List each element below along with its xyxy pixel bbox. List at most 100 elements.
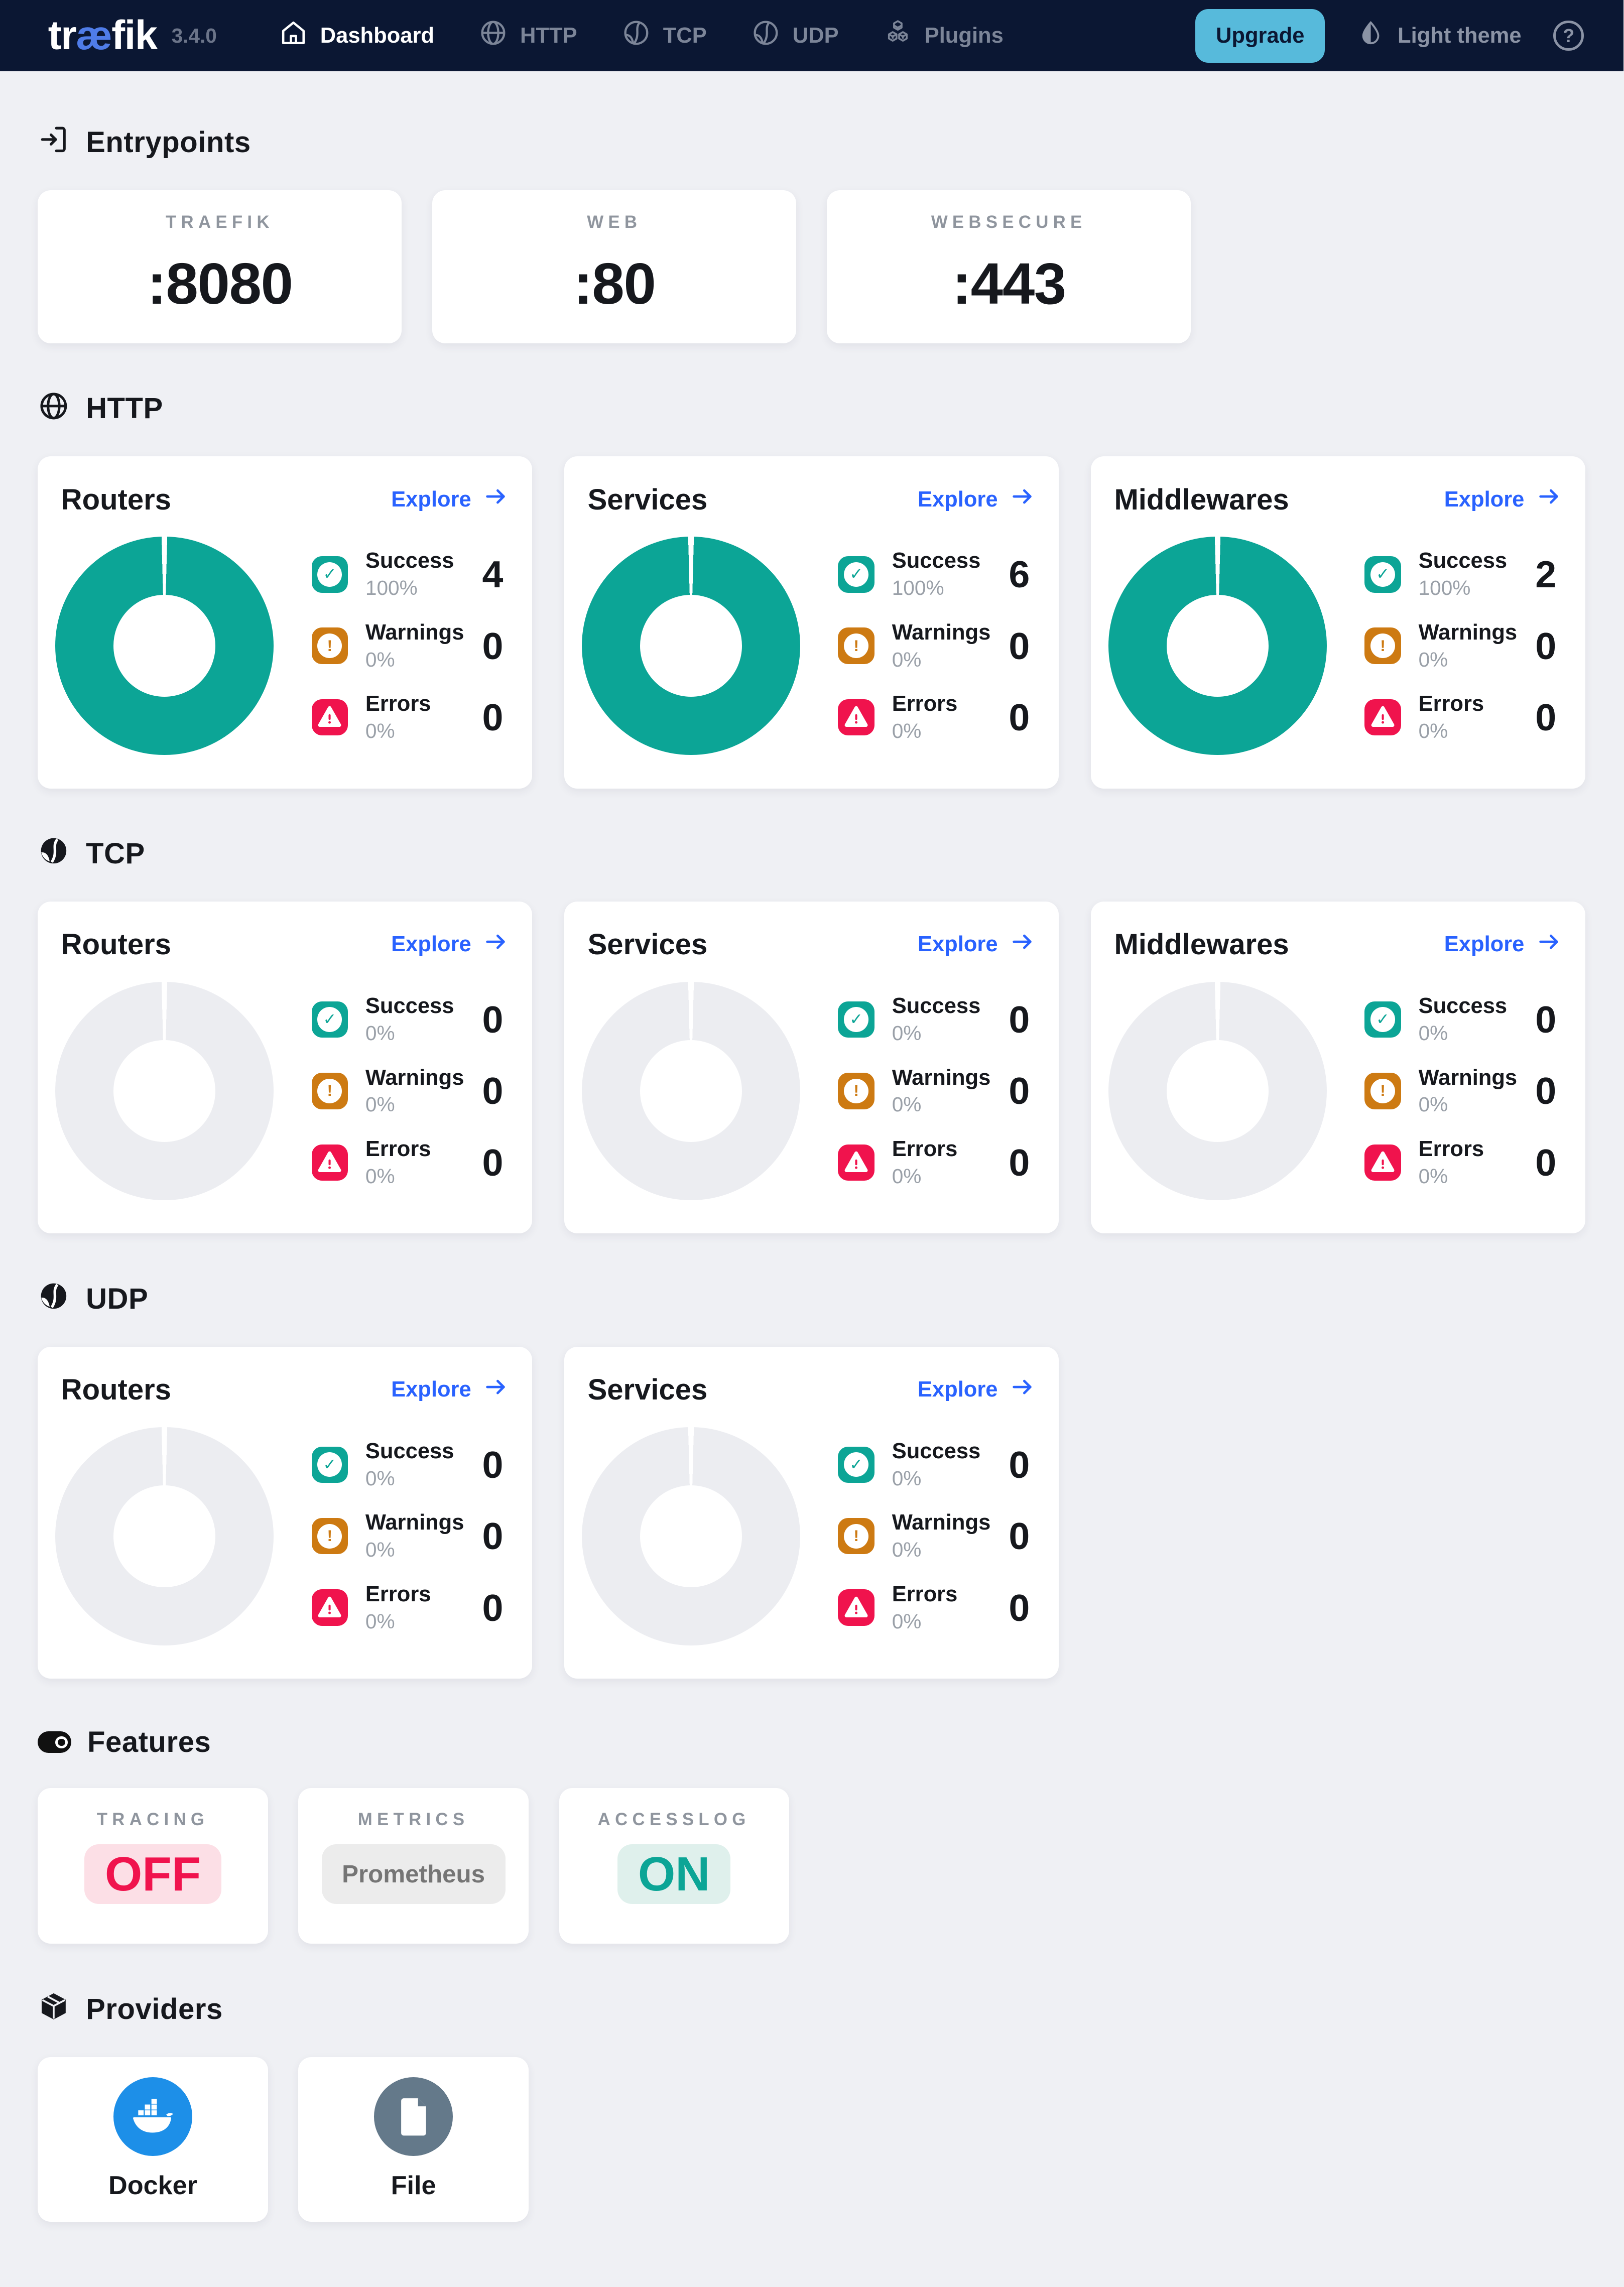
- warning-icon: [838, 1073, 875, 1109]
- legend-value: 0: [1009, 696, 1030, 739]
- explore-link[interactable]: Explore: [1444, 929, 1562, 960]
- entrypoint-name: WEB: [587, 212, 642, 232]
- nav-item-dashboard[interactable]: Dashboard: [278, 18, 434, 54]
- nav-item-http[interactable]: HTTP: [478, 18, 577, 54]
- nav-item-plugins[interactable]: Plugins: [883, 18, 1004, 54]
- explore-link[interactable]: Explore: [918, 929, 1036, 960]
- theme-toggle[interactable]: Light theme: [1357, 19, 1522, 52]
- legend-value: 0: [482, 1515, 504, 1558]
- legend-row-errors: Errors 0% 0: [838, 1582, 1035, 1633]
- udp-row: Routers Explore Success 0% 0 Warnings 0% 0: [38, 1346, 1585, 1679]
- entrypoint-name: TRAEFIK: [166, 212, 274, 232]
- warning-icon: [1364, 627, 1401, 664]
- upgrade-button[interactable]: Upgrade: [1195, 9, 1325, 63]
- legend-value: 0: [1535, 1070, 1557, 1112]
- providers-row: Docker File: [38, 2057, 1585, 2222]
- legend-row-warnings: Warnings 0% 0: [311, 1065, 509, 1117]
- socket-icon: [751, 18, 781, 54]
- entrypoints-section-header: Entrypoints: [38, 123, 1585, 161]
- socket-icon: [38, 835, 70, 872]
- legend-value: 0: [1009, 1443, 1030, 1486]
- success-check-icon: [311, 556, 348, 593]
- legend-row-errors: Errors 0% 0: [1364, 692, 1562, 743]
- features-section-header: Features: [38, 1725, 1585, 1759]
- help-icon[interactable]: ?: [1553, 20, 1584, 51]
- card-title: Services: [587, 1373, 708, 1407]
- section-title: Entrypoints: [86, 126, 251, 159]
- legend-value: 0: [482, 624, 504, 667]
- legend-label: Success: [365, 1439, 454, 1463]
- nav-item-label: TCP: [663, 23, 707, 48]
- legend-pct: 0%: [365, 719, 395, 742]
- explore-link[interactable]: Explore: [391, 1374, 509, 1406]
- card-title: Routers: [61, 928, 171, 961]
- entrypoint-port: :8080: [147, 250, 293, 316]
- udp-routers-card: Routers Explore Success 0% 0 Warnings 0% 0: [38, 1346, 533, 1679]
- arrow-right-icon: [483, 483, 509, 515]
- error-triangle-icon: [311, 1589, 348, 1626]
- explore-label: Explore: [391, 932, 471, 957]
- success-check-icon: [1364, 1001, 1401, 1038]
- legend-pct: 0%: [365, 1609, 395, 1633]
- nav-item-tcp[interactable]: TCP: [621, 18, 707, 54]
- legend-row-errors: Errors 0% 0: [311, 1582, 509, 1633]
- legend-row-errors: Errors 0% 0: [838, 692, 1035, 743]
- card-title: Services: [587, 928, 708, 961]
- explore-label: Explore: [391, 487, 471, 512]
- explore-label: Explore: [1444, 932, 1525, 957]
- provider-name: Docker: [108, 2171, 197, 2200]
- legend-value: 0: [482, 998, 504, 1041]
- http-services-card: Services Explore Success 100% 6 Warnings 0…: [564, 456, 1059, 789]
- feature-status-badge: Prometheus: [321, 1844, 506, 1904]
- http-row: Routers Explore Success 100% 4 Warnings 0%…: [38, 456, 1586, 789]
- feature-status-badge: OFF: [84, 1844, 221, 1904]
- card-title: Routers: [61, 483, 171, 516]
- explore-link[interactable]: Explore: [918, 1374, 1036, 1406]
- explore-link[interactable]: Explore: [391, 929, 509, 960]
- arrow-right-icon: [1010, 483, 1036, 515]
- legend-value: 0: [1535, 1141, 1557, 1184]
- explore-link[interactable]: Explore: [918, 483, 1036, 515]
- explore-link[interactable]: Explore: [1444, 483, 1562, 515]
- section-title: Features: [87, 1725, 211, 1758]
- help-glyph: ?: [1563, 25, 1575, 46]
- socket-icon: [621, 18, 652, 54]
- tcp-section-header: TCP: [38, 835, 1585, 872]
- udp-section-header: UDP: [38, 1280, 1585, 1318]
- legend-row-warnings: Warnings 0% 0: [1364, 1066, 1562, 1117]
- legend-pct: 100%: [365, 576, 418, 600]
- legend-label: Errors: [365, 692, 431, 716]
- legend-label: Warnings: [365, 1065, 464, 1090]
- file-icon: [374, 2077, 453, 2156]
- http-routers-card: Routers Explore Success 100% 4 Warnings 0%…: [38, 456, 533, 789]
- success-check-icon: [311, 1446, 348, 1483]
- legend-pct: 0%: [1418, 648, 1448, 671]
- legend-label: Warnings: [892, 620, 991, 645]
- legend-row-warnings: Warnings 0% 0: [838, 620, 1035, 672]
- legend-value: 0: [1009, 1586, 1030, 1629]
- legend-pct: 100%: [892, 576, 944, 600]
- docker-whale-icon: [113, 2077, 192, 2156]
- theme-toggle-label: Light theme: [1398, 23, 1522, 48]
- success-check-icon: [838, 1446, 875, 1483]
- legend-label: Warnings: [365, 620, 464, 645]
- explore-link[interactable]: Explore: [391, 483, 509, 515]
- entrypoint-port: :80: [573, 250, 656, 316]
- nav-items: Dashboard HTTP TCP UDP Plugins: [278, 18, 1004, 54]
- error-triangle-icon: [1364, 699, 1401, 736]
- success-check-icon: [838, 556, 875, 593]
- traefik-logo[interactable]: træfik: [48, 15, 158, 56]
- dashboard-main: Entrypoints TRAEFIK :8080 WEB :80 WEBSEC…: [0, 123, 1623, 2287]
- legend-row-errors: Errors 0% 0: [311, 692, 509, 743]
- nav-item-udp[interactable]: UDP: [751, 18, 839, 54]
- legend-pct: 0%: [892, 1021, 922, 1045]
- legend-row-warnings: Warnings 0% 0: [311, 620, 509, 672]
